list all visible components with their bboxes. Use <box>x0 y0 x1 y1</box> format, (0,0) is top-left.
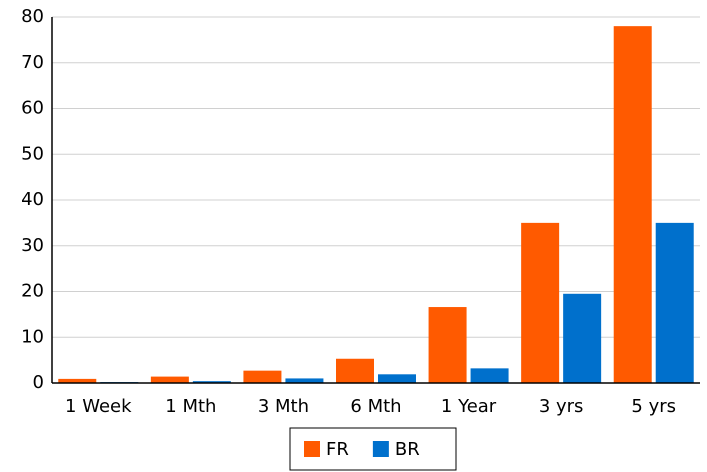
y-tick-label: 40 <box>21 189 44 210</box>
y-tick-label: 10 <box>21 326 44 347</box>
bar <box>428 307 467 383</box>
legend-swatch <box>304 441 320 457</box>
bar <box>470 368 509 383</box>
legend-label: BR <box>395 439 420 460</box>
bar <box>192 381 231 383</box>
x-tick-label: 1 Week <box>65 396 132 417</box>
legend-swatch <box>372 441 389 457</box>
y-tick-label: 20 <box>21 281 44 302</box>
bar <box>285 378 324 383</box>
y-tick-label: 80 <box>21 6 44 27</box>
bar <box>563 293 602 383</box>
bar <box>150 376 189 383</box>
x-tick-label: 1 Mth <box>165 396 216 417</box>
bar <box>58 378 97 383</box>
x-tick-label: 6 Mth <box>350 396 401 417</box>
y-tick-label: 70 <box>21 52 44 73</box>
bar <box>336 358 374 383</box>
y-tick-label: 50 <box>21 143 44 164</box>
y-tick-label: 0 <box>33 372 44 393</box>
bar <box>521 222 560 383</box>
y-tick-label: 30 <box>21 235 44 256</box>
x-tick-label: 1 Year <box>441 396 497 417</box>
x-tick-label: 3 Mth <box>258 396 309 417</box>
x-tick-label: 3 yrs <box>539 396 584 417</box>
bar <box>243 370 282 383</box>
bar <box>378 374 416 383</box>
x-tick-label: 5 yrs <box>631 396 676 417</box>
bar <box>613 26 652 384</box>
y-tick-label: 60 <box>21 98 44 119</box>
legend-label: FR <box>326 439 349 460</box>
bar <box>655 222 694 383</box>
